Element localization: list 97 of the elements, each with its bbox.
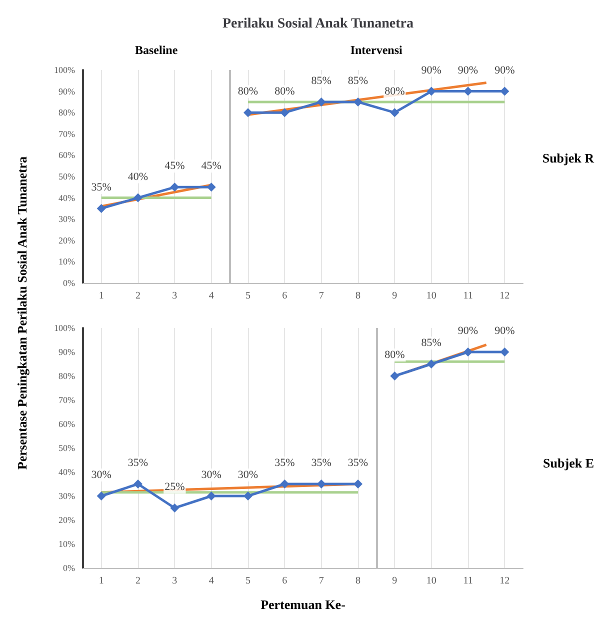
text: Subjek E — [543, 456, 594, 470]
point — [134, 480, 142, 488]
data-label: 80% — [384, 86, 405, 98]
y-tick-label: 80% — [58, 108, 76, 118]
point — [426, 360, 436, 368]
data-label: 90% — [494, 64, 515, 76]
x-tick-label: 12 — [500, 290, 510, 302]
y-tick-label: 20% — [58, 235, 76, 246]
y-tick-label: 30% — [58, 491, 76, 501]
data-label: 35% — [91, 181, 112, 194]
x-tick-label: 2 — [136, 576, 140, 586]
data-label: 35% — [348, 457, 368, 469]
y-tick-label: 60% — [58, 419, 76, 429]
y-tick-label: 40% — [58, 192, 76, 203]
x-tick-label: 9 — [392, 290, 398, 302]
y-tick-label: 20% — [58, 515, 76, 525]
data-label: 90% — [458, 64, 478, 76]
data-label: 35% — [274, 457, 295, 469]
y-tick-label: 0% — [63, 278, 76, 288]
x-tick-label: 6 — [282, 576, 288, 586]
x-tick-label: 9 — [392, 576, 398, 586]
text: Intervensi — [350, 43, 403, 57]
x-tick-label: 3 — [172, 290, 178, 302]
data-label: 85% — [421, 337, 442, 349]
text: Baseline — [134, 43, 178, 57]
x-tick-label: 12 — [500, 576, 510, 586]
y-tick-label: 50% — [58, 443, 76, 453]
point — [170, 504, 180, 512]
data-label: 25% — [164, 481, 185, 493]
point — [134, 193, 142, 202]
point — [464, 348, 472, 356]
point — [354, 97, 362, 106]
x-tick-label: 7 — [318, 290, 324, 302]
point — [244, 108, 252, 118]
y-tick-label: 80% — [58, 371, 76, 381]
data-label: 35% — [128, 457, 148, 469]
point — [244, 492, 252, 500]
data-label: 40% — [128, 170, 148, 183]
point — [500, 348, 510, 356]
point — [464, 86, 472, 96]
x-tick-label: 1 — [98, 576, 104, 586]
data-label: 45% — [164, 160, 185, 172]
chart-title: Perilaku Sosial Anak Tunanetra — [222, 16, 414, 32]
x-tick-label: 1 — [98, 290, 104, 302]
y-tick-label: 100% — [54, 65, 76, 75]
data-label: 90% — [494, 325, 515, 337]
data-label: 85% — [348, 74, 368, 87]
point — [390, 372, 400, 380]
data-label: 30% — [91, 469, 112, 481]
point — [170, 182, 180, 192]
data-label: 90% — [421, 64, 442, 76]
x-tick-label: 4 — [208, 576, 214, 586]
x-tick-label: 7 — [318, 576, 324, 586]
y-tick-label: 100% — [54, 323, 76, 333]
data-label: 45% — [201, 160, 222, 172]
x-tick-label: 5 — [246, 290, 250, 302]
x-tick-label: 10 — [426, 290, 436, 302]
data-label: 80% — [274, 86, 295, 98]
y-tick-label: 30% — [58, 214, 76, 224]
y-tick-label: 50% — [58, 172, 76, 182]
y-tick-label: 90% — [58, 86, 76, 96]
y-axis-title: Persentase Peningkatan Perilaku Sosial Anak Tunanetra — [15, 156, 31, 470]
y-tick-label: 60% — [58, 150, 76, 160]
y-tick-label: 0% — [63, 563, 76, 573]
x-tick-label: 10 — [426, 576, 436, 586]
y-tick-label: 10% — [58, 539, 76, 549]
point — [390, 108, 400, 118]
data-label: 90% — [458, 325, 478, 337]
point — [96, 492, 106, 500]
y-tick-label: 90% — [58, 347, 76, 357]
point — [280, 108, 290, 118]
point — [316, 97, 326, 106]
y-tick-label: 10% — [58, 256, 76, 267]
point — [354, 480, 362, 488]
text: Subjek R — [542, 150, 595, 166]
point — [96, 204, 106, 213]
point — [206, 492, 216, 500]
data-label: 30% — [201, 469, 222, 481]
x-tick-label: 11 — [463, 290, 473, 302]
y-tick-label: 70% — [58, 128, 76, 139]
data-label: 80% — [384, 349, 405, 361]
data-label: 85% — [311, 74, 332, 87]
y-tick-label: 70% — [58, 395, 76, 405]
x-tick-label: 11 — [463, 576, 473, 586]
x-tick-label: 8 — [356, 576, 360, 586]
data-label: 30% — [238, 469, 258, 481]
data-label: 80% — [238, 86, 258, 98]
x-tick-label: 2 — [136, 290, 140, 302]
x-tick-label: 4 — [208, 290, 214, 302]
x-tick-label: 8 — [356, 290, 360, 302]
y-tick-label: 40% — [58, 467, 76, 477]
x-tick-label: 5 — [246, 576, 250, 586]
data-label: 35% — [311, 457, 332, 469]
x-axis-title: Pertemuan Ke- — [260, 597, 346, 612]
x-tick-label: 3 — [172, 576, 178, 586]
x-tick-label: 6 — [282, 290, 288, 302]
point — [206, 182, 216, 192]
